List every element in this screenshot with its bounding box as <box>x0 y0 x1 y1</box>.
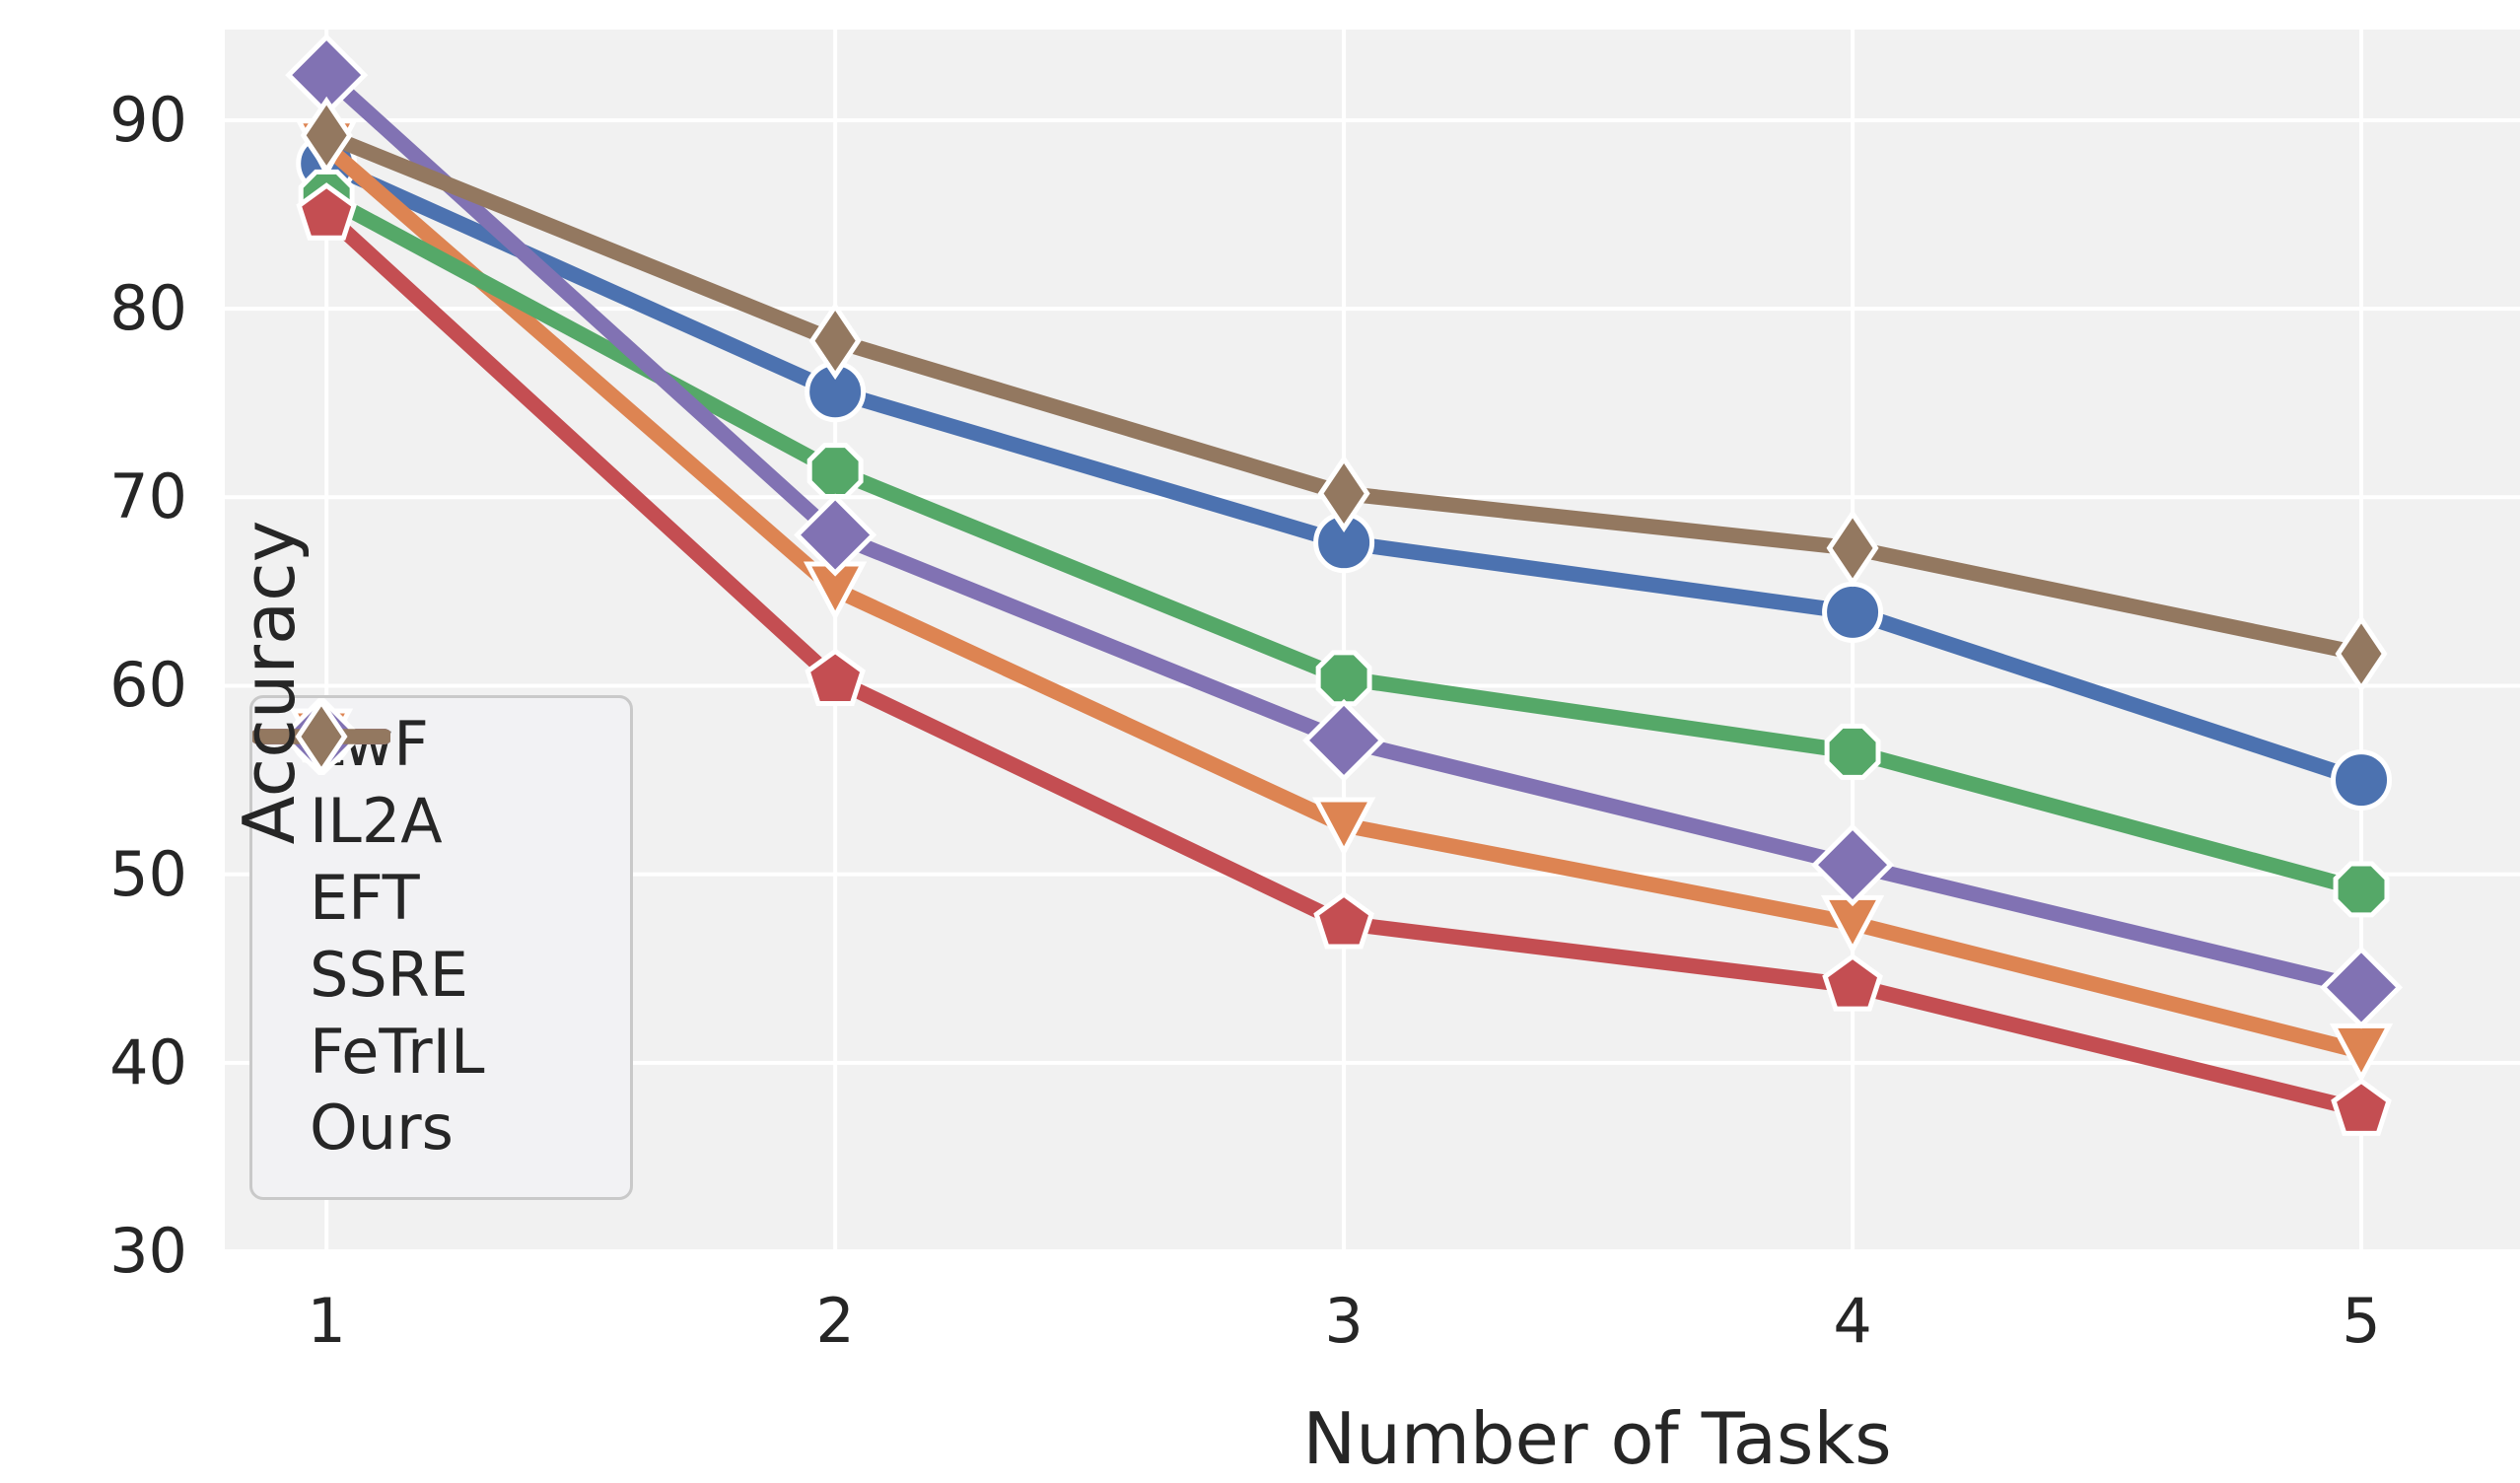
eft-marker-icon <box>806 443 864 499</box>
legend-swatch <box>252 698 390 775</box>
marker-group <box>1302 698 1386 782</box>
y-tick-label: 50 <box>109 837 187 910</box>
marker-group <box>1824 723 1881 780</box>
lwf-marker-icon <box>1822 581 1884 643</box>
marker-group <box>2319 946 2404 1029</box>
ours-marker-icon <box>2335 614 2388 693</box>
marker-group <box>808 302 862 381</box>
marker-group <box>2331 749 2393 812</box>
legend-item-ssre: SSRE <box>252 704 630 1013</box>
line-chart-figure: LwF IL2A EFT SSRE FeTrIL Ours Accuracy Number… <box>109 30 2520 1480</box>
marker-group <box>1313 890 1374 950</box>
eft-marker-icon <box>2333 861 2390 918</box>
marker-group <box>794 493 877 577</box>
x-tick-label: 3 <box>1324 1285 1364 1357</box>
eft-marker-icon <box>1824 723 1881 780</box>
legend-item-ours: Ours <box>252 698 630 1166</box>
ssre-marker-icon <box>2331 1078 2392 1136</box>
legend-item-label: EFT <box>310 861 420 934</box>
ours-marker-icon <box>808 302 862 381</box>
legend-ours-marker-icon <box>295 698 348 775</box>
il2a-marker-icon <box>1311 797 1376 857</box>
marker-group <box>300 96 353 175</box>
ours-marker-icon <box>1826 509 1879 588</box>
y-tick-label: 80 <box>109 272 187 345</box>
ssre-marker-icon <box>296 182 358 241</box>
marker-group <box>806 443 864 499</box>
fetril-marker-icon <box>1302 698 1386 782</box>
legend-item-eft: EFT <box>252 708 630 937</box>
marker-group <box>2333 861 2390 918</box>
legend-item-label: IL2A <box>310 785 443 858</box>
y-tick-label: 60 <box>109 649 187 722</box>
y-axis-label: Accuracy <box>228 520 311 845</box>
x-axis-label: Number of Tasks <box>1302 1397 1892 1480</box>
marker-group <box>1826 509 1879 588</box>
marker-group <box>1311 797 1376 857</box>
ssre-marker-icon <box>1822 953 1883 1012</box>
x-tick-label: 1 <box>307 1285 346 1357</box>
legend: LwF IL2A EFT SSRE FeTrIL Ours <box>249 695 633 1200</box>
marker-group <box>1822 581 1884 643</box>
fetril-marker-icon <box>794 493 877 577</box>
eft-marker-icon <box>1315 650 1372 707</box>
x-tick-label: 2 <box>815 1285 855 1357</box>
ours-marker-icon <box>300 96 353 175</box>
legend-item-label: FeTrIL <box>310 1015 485 1088</box>
legend-item-il2a: IL2A <box>252 708 630 860</box>
y-tick-label: 30 <box>109 1215 187 1287</box>
plot-canvas <box>225 30 2520 1251</box>
marker-group <box>2335 614 2388 693</box>
marker-group <box>1317 454 1370 532</box>
plot-area: LwF IL2A EFT SSRE FeTrIL Ours Accuracy Number… <box>225 30 2520 1480</box>
marker-group <box>2331 1078 2392 1136</box>
fetril-marker-icon <box>2319 946 2404 1029</box>
fetril-marker-icon <box>1811 823 1895 907</box>
ssre-marker-icon <box>805 648 866 706</box>
marker-group <box>1822 953 1883 1012</box>
legend-item-label: Ours <box>310 1092 454 1165</box>
legend-item-fetril: FeTrIL <box>252 698 630 1090</box>
y-tick-label: 90 <box>109 83 187 156</box>
ours-marker-icon <box>1317 454 1370 532</box>
marker-group <box>296 182 358 241</box>
lwf-marker-icon <box>2331 749 2393 812</box>
x-tick-label: 5 <box>2342 1285 2381 1357</box>
legend-item-label: SSRE <box>310 938 468 1011</box>
marker-group <box>1315 650 1372 707</box>
y-tick-label: 70 <box>109 460 187 533</box>
marker-group <box>805 648 866 706</box>
ssre-marker-icon <box>1313 890 1374 950</box>
marker-group <box>1811 823 1895 907</box>
x-tick-label: 4 <box>1833 1285 1872 1357</box>
y-tick-label: 40 <box>109 1025 187 1098</box>
